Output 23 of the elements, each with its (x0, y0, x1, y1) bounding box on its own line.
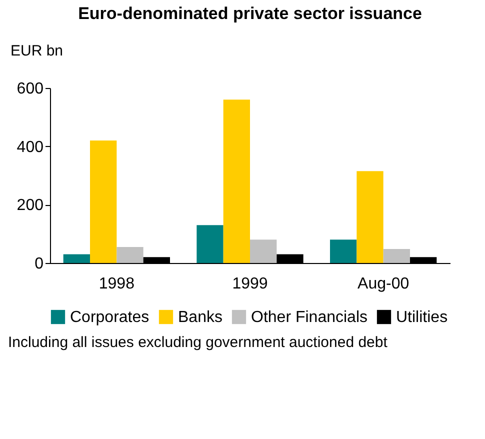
legend-label: Corporates (70, 309, 150, 326)
text: Including all issues excluding government auctioned debt (8, 334, 388, 351)
bar (356, 171, 384, 263)
bar (90, 140, 117, 263)
legend-label: Other Financials (251, 309, 368, 326)
bar (383, 249, 410, 263)
chart-title: Euro-denominated private sector issuance (78, 4, 422, 23)
legend-label: Utilities (396, 309, 448, 326)
y-axis-title: EUR bn (10, 42, 64, 60)
y-tick-label: 400 (16, 138, 44, 156)
bar (116, 246, 144, 263)
x-tick-label: 1999 (232, 276, 268, 292)
y-tick-label: 0 (34, 256, 44, 272)
legend-label: Banks (178, 309, 222, 326)
bar (250, 240, 277, 263)
y-tick-label: 200 (16, 197, 44, 214)
y-tick-label: 600 (16, 80, 44, 98)
bar (223, 100, 250, 263)
bar (63, 254, 90, 263)
x-tick-label: Aug-00 (358, 276, 410, 292)
x-tick-label: 1998 (98, 276, 135, 292)
bar (196, 225, 224, 263)
bar (330, 240, 357, 263)
